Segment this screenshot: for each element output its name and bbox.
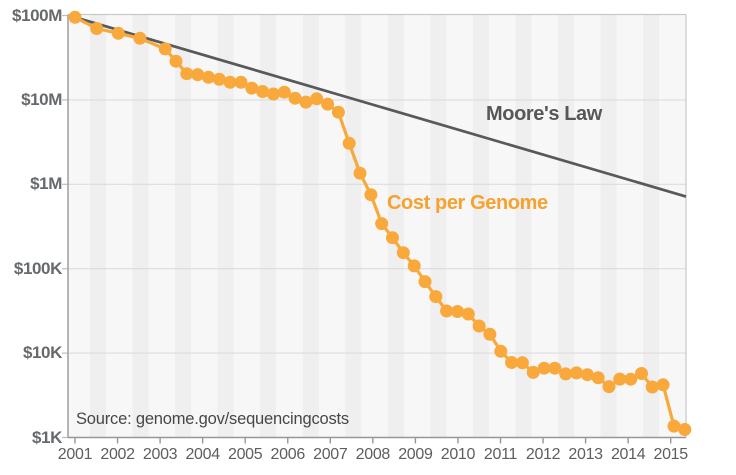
x-axis-label: 2012	[525, 446, 561, 463]
data-point-dot	[570, 366, 583, 380]
data-point-dot	[277, 85, 291, 99]
year-stripe	[685, 14, 686, 438]
year-stripe	[515, 14, 532, 438]
x-axis-label: 2015	[653, 446, 688, 463]
data-point-dot	[451, 305, 464, 318]
data-point-dot	[472, 319, 486, 333]
moores-law-line	[74, 15, 687, 198]
data-point-dot	[429, 290, 443, 304]
data-point-dot	[245, 81, 259, 95]
data-point-dot	[418, 275, 432, 289]
cost-per-genome-label: Cost per Genome	[387, 192, 548, 214]
x-axis-label: 2013	[568, 446, 603, 463]
data-point-dot	[234, 75, 248, 89]
data-point-dot	[375, 217, 389, 231]
y-axis-label: $10M	[21, 89, 62, 109]
y-axis-label: $1K	[32, 427, 62, 447]
x-axis-label: 2005	[227, 446, 263, 463]
data-point-dot	[331, 105, 345, 119]
year-stripe	[260, 14, 277, 438]
data-point-dot	[364, 188, 378, 202]
x-axis-label: 2001	[57, 446, 93, 463]
data-point-dot	[321, 97, 335, 111]
x-axis-label: 2011	[483, 446, 518, 463]
x-axis-label: 2007	[313, 446, 348, 463]
data-point-dot	[202, 70, 215, 84]
data-point-dot	[111, 26, 125, 40]
data-point-dot	[537, 361, 551, 375]
data-point-dot	[526, 365, 540, 379]
x-axis-label: 2004	[185, 446, 220, 463]
data-point-dot	[353, 166, 367, 180]
year-stripe	[600, 14, 617, 438]
data-point-dot	[678, 423, 692, 436]
data-point-dot	[645, 380, 659, 394]
x-axis-label: 2006	[270, 446, 306, 463]
data-point-dot	[591, 371, 605, 385]
year-stripe	[387, 14, 404, 438]
data-point-dot	[440, 304, 454, 318]
data-point-dot	[624, 372, 638, 386]
data-point-dot	[299, 95, 313, 109]
data-point-dot	[667, 419, 681, 433]
x-axis-label: 2010	[440, 446, 476, 463]
y-axis-label: $1M	[30, 174, 62, 194]
year-stripe	[345, 14, 362, 438]
year-stripe	[302, 14, 319, 438]
year-stripe	[90, 14, 106, 438]
data-point-dot	[580, 368, 594, 382]
data-point-dot	[602, 380, 616, 394]
data-point-dot	[515, 356, 529, 370]
y-axis-label: $100K	[13, 258, 63, 278]
moores-law-label: Moore's Law	[486, 103, 602, 125]
data-point-dot	[256, 85, 270, 98]
y-axis-label: $100M	[12, 5, 62, 25]
x-axis-label: 2009	[398, 446, 433, 463]
data-point-dot	[505, 356, 519, 369]
data-point-dot	[656, 378, 670, 392]
data-point-dot	[212, 72, 226, 86]
data-point-dot	[310, 92, 324, 106]
data-point-dot	[191, 68, 205, 82]
data-point-dot	[396, 246, 410, 260]
year-stripe	[558, 14, 575, 438]
data-point-dot	[133, 31, 147, 45]
x-axis-label: 2014	[610, 446, 646, 463]
data-point-dot	[288, 91, 302, 105]
data-point-dot	[90, 22, 104, 35]
data-point-dot	[180, 67, 194, 81]
data-point-dot	[494, 344, 508, 358]
year-stripe	[472, 14, 489, 438]
data-point-dot	[559, 367, 573, 381]
data-point-dot	[342, 136, 356, 150]
year-stripe	[47, 15, 63, 438]
data-point-dot	[613, 372, 627, 386]
data-point-dot	[548, 361, 562, 375]
year-stripe	[175, 14, 192, 438]
year-stripe	[132, 14, 149, 438]
cost-per-genome-dots	[68, 10, 692, 436]
x-axis-label: 2003	[142, 446, 178, 463]
data-point-dot	[407, 259, 421, 273]
x-axis-label: 2002	[100, 446, 135, 463]
data-point-dot	[461, 307, 475, 321]
data-point-dot	[68, 10, 82, 24]
year-stripe	[217, 14, 234, 438]
data-point-dot	[386, 231, 399, 245]
data-point-dot	[635, 367, 648, 380]
data-point-dot	[266, 87, 280, 101]
data-point-dot	[169, 54, 183, 68]
x-axis-label: 2008	[355, 446, 391, 463]
data-point-dot	[483, 327, 497, 341]
year-stripe	[430, 14, 447, 438]
source-credit: Source: genome.gov/sequencingcosts	[76, 410, 349, 428]
year-stripes	[47, 14, 686, 438]
year-stripe	[643, 14, 660, 438]
data-point-dot	[158, 42, 172, 56]
data-point-dot	[223, 75, 237, 89]
y-axis-label: $10K	[22, 343, 62, 363]
